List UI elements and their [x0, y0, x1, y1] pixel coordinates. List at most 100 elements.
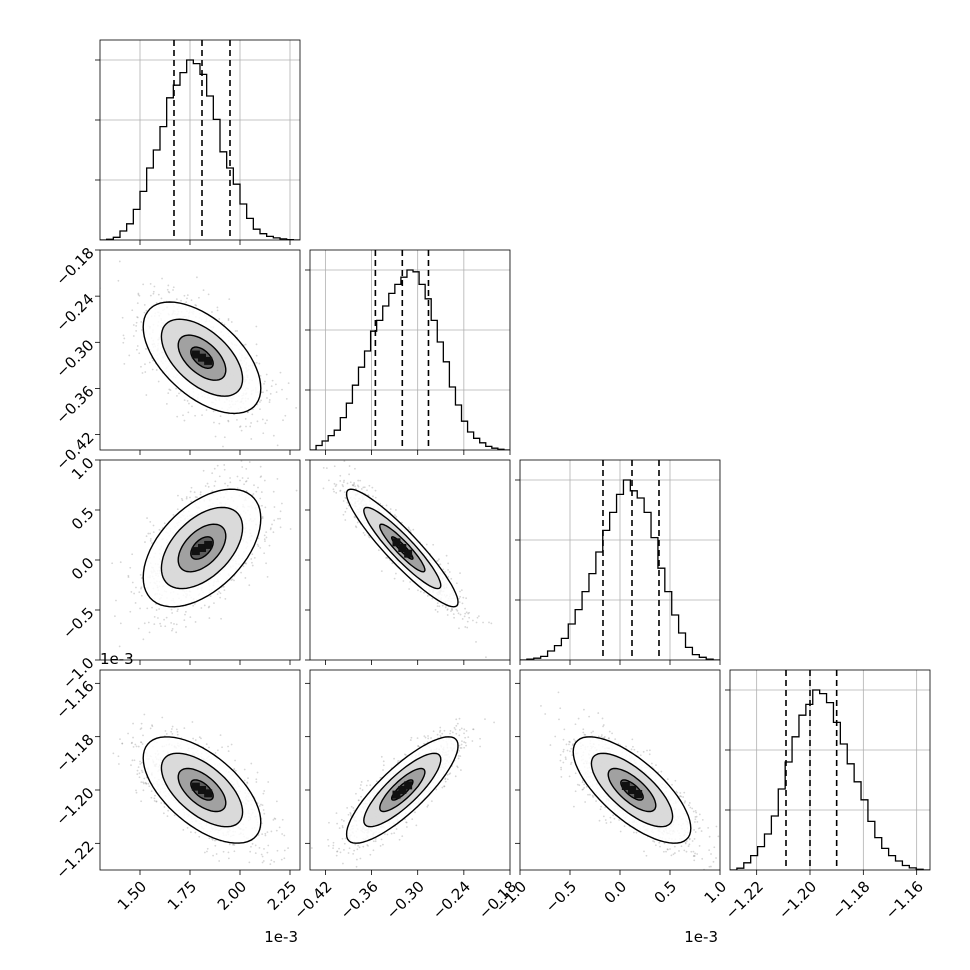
- sample-point: [258, 805, 261, 807]
- sample-point: [242, 565, 245, 568]
- sample-point: [140, 577, 143, 579]
- sample-point: [229, 481, 232, 484]
- sample-point: [475, 641, 477, 643]
- sample-point: [236, 418, 238, 421]
- sample-point: [131, 553, 134, 556]
- sample-point: [446, 608, 449, 611]
- sample-point: [121, 316, 124, 319]
- sample-point: [266, 419, 268, 422]
- sample-point: [172, 286, 175, 289]
- sample-point: [265, 531, 268, 534]
- sample-point: [255, 361, 258, 364]
- sample-point: [140, 587, 142, 590]
- sample-point: [167, 284, 170, 287]
- sample-point: [167, 392, 170, 395]
- sample-point: [211, 311, 213, 313]
- sample-point: [459, 613, 462, 616]
- sample-point: [158, 608, 161, 610]
- histogram-panel-3: [515, 459, 721, 665]
- sample-point: [345, 507, 348, 510]
- sample-point: [135, 745, 138, 748]
- sample-point: [261, 504, 263, 507]
- sample-point: [468, 611, 471, 614]
- sample-point: [339, 489, 342, 492]
- sample-point: [455, 608, 458, 611]
- sample-point: [127, 576, 130, 578]
- sample-point: [155, 369, 158, 371]
- sample-point: [464, 607, 466, 610]
- sample-point: [283, 834, 286, 837]
- sample-point: [226, 484, 229, 487]
- sample-point: [241, 477, 244, 479]
- histogram-step-line: [100, 59, 300, 240]
- sample-point: [259, 465, 262, 468]
- sample-point: [348, 473, 351, 476]
- sample-point: [149, 283, 152, 285]
- sample-point: [322, 487, 325, 490]
- sample-point: [268, 399, 271, 401]
- sample-point: [144, 781, 147, 784]
- sample-point: [123, 363, 126, 365]
- sample-point: [425, 543, 428, 546]
- sample-point: [119, 622, 122, 625]
- sample-point: [115, 599, 117, 602]
- sample-point: [268, 401, 271, 403]
- sample-point: [442, 568, 445, 571]
- sample-point: [238, 426, 241, 428]
- sample-point: [395, 509, 397, 511]
- sample-point: [256, 543, 259, 546]
- sample-point: [426, 595, 429, 597]
- sample-point: [184, 625, 187, 628]
- density-core-bin: [204, 540, 213, 549]
- sample-point: [182, 414, 184, 417]
- sample-point: [149, 521, 152, 523]
- sample-point: [140, 761, 143, 764]
- sample-point: [270, 385, 273, 388]
- sample-point: [461, 602, 464, 605]
- sample-point: [233, 850, 236, 853]
- sample-point: [148, 361, 151, 364]
- sample-point: [419, 590, 422, 593]
- sample-point: [255, 490, 258, 493]
- sample-point: [266, 397, 268, 399]
- sample-point: [417, 589, 419, 592]
- sample-point: [354, 525, 357, 528]
- sample-point: [412, 528, 415, 531]
- sample-point: [216, 749, 219, 752]
- sample-point: [259, 546, 262, 549]
- sample-point: [178, 392, 180, 395]
- sample-point: [263, 380, 266, 383]
- sample-point: [385, 504, 388, 507]
- sample-point: [175, 387, 178, 390]
- sample-point: [224, 597, 227, 600]
- sample-point: [446, 609, 449, 611]
- sample-point: [160, 802, 163, 804]
- sample-point: [465, 597, 468, 600]
- sample-point: [229, 477, 231, 479]
- sample-point: [211, 472, 214, 475]
- sample-point: [250, 558, 253, 560]
- sample-point: [460, 589, 463, 592]
- sample-point: [114, 615, 116, 618]
- sample-point: [438, 558, 440, 561]
- sample-point: [295, 407, 298, 409]
- sample-point: [257, 545, 260, 548]
- panel-contents: [111, 460, 298, 648]
- sample-point: [461, 618, 464, 620]
- sample-point: [118, 645, 121, 648]
- sample-point: [199, 491, 202, 494]
- sample-point: [151, 542, 153, 544]
- sample-point: [250, 422, 252, 424]
- sample-point: [163, 618, 165, 621]
- sample-point: [206, 847, 209, 850]
- sample-point: [149, 727, 152, 730]
- sample-point: [136, 773, 139, 776]
- sample-point: [263, 538, 266, 541]
- sample-point: [123, 337, 126, 340]
- sample-point: [216, 464, 219, 467]
- sample-point: [265, 536, 268, 539]
- sample-point: [189, 616, 192, 619]
- sample-point: [266, 575, 269, 578]
- sample-point: [250, 845, 252, 848]
